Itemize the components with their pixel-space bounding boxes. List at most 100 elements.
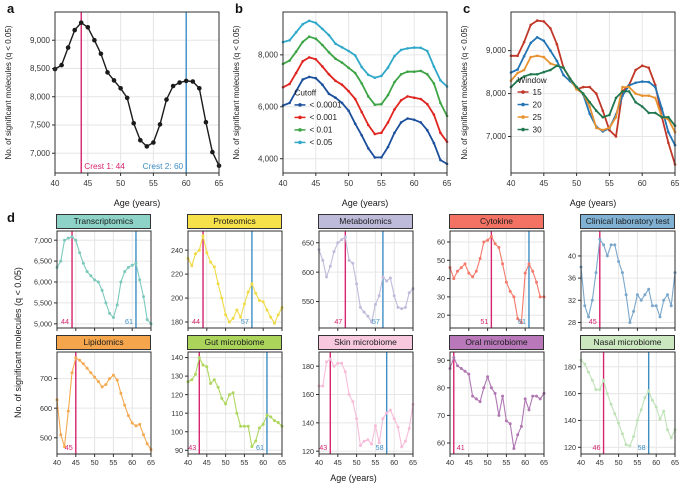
svg-text:60: 60: [437, 439, 445, 448]
subpanel-title: Skin microbiome: [318, 335, 413, 350]
svg-text:25: 25: [533, 113, 543, 122]
svg-text:160: 160: [564, 389, 576, 398]
svg-text:36: 36: [568, 274, 576, 283]
panel-c: c 7,000 8,000 9,000 40 45 50 55 60 65 No. of sign…: [456, 0, 684, 212]
svg-text:55: 55: [149, 179, 158, 188]
svg-text:Window: Window: [518, 76, 547, 85]
svg-text:180: 180: [302, 362, 314, 371]
svg-text:130: 130: [171, 372, 183, 381]
subpanel-lipidomics: Lipidomics 500 600 700 40 45 50 55 60 65 45: [28, 335, 155, 472]
svg-text:46: 46: [593, 443, 601, 452]
svg-text:41: 41: [457, 443, 465, 452]
svg-text:4,000: 4,000: [258, 154, 279, 163]
svg-text:60: 60: [128, 458, 136, 467]
svg-text:600: 600: [40, 404, 52, 413]
svg-text:50: 50: [437, 256, 445, 265]
svg-text:45: 45: [539, 179, 548, 188]
svg-text:40: 40: [51, 179, 60, 188]
svg-text:60: 60: [410, 179, 419, 188]
subpanel-chart: 60 70 80 90 40 45 50 55 60 65 41: [437, 351, 548, 467]
svg-text:7,000: 7,000: [34, 236, 52, 245]
subpanel-chart: 550 600 650 47 57: [302, 230, 415, 331]
svg-text:20: 20: [437, 311, 445, 320]
svg-text:28: 28: [568, 318, 576, 327]
panel-d-grid: Transcriptomics 5,000 5,500 6,000 6,500 7,000…: [28, 214, 679, 472]
svg-text:40: 40: [315, 458, 323, 467]
subpanel-clinical-laboratory-test: Clinical laboratory test 28 32 36 40 45: [552, 214, 679, 332]
svg-text:7,000: 7,000: [486, 132, 507, 141]
svg-text:50: 50: [615, 458, 623, 467]
svg-text:55: 55: [371, 458, 379, 467]
svg-text:45: 45: [203, 458, 211, 467]
svg-text:40: 40: [568, 252, 576, 261]
svg-text:50: 50: [572, 179, 581, 188]
svg-text:No. of significant molecules (: No. of significant molecules (q < 0.05): [4, 25, 13, 159]
svg-text:240: 240: [171, 246, 183, 255]
svg-text:120: 120: [564, 443, 576, 452]
svg-text:600: 600: [302, 268, 314, 277]
svg-text:200: 200: [171, 294, 183, 303]
subpanel-proteomics: Proteomics 180 200 220 240 44 57: [159, 214, 286, 332]
svg-text:160: 160: [302, 390, 314, 399]
svg-text:51: 51: [480, 317, 488, 326]
svg-text:140: 140: [564, 416, 576, 425]
svg-text:65: 65: [409, 458, 417, 467]
subpanel-title: Clinical laboratory test: [580, 214, 675, 229]
svg-text:6,500: 6,500: [34, 257, 52, 266]
subpanel-chart: 90 100 110 120 130 140 40 45 50 55 60 65 43 61: [171, 351, 286, 467]
svg-text:60: 60: [259, 458, 267, 467]
svg-text:50: 50: [222, 458, 230, 467]
svg-text:65: 65: [671, 179, 680, 188]
svg-text:100: 100: [171, 427, 183, 436]
subpanel-title: Oral microbiome: [449, 335, 544, 350]
svg-text:60: 60: [652, 458, 660, 467]
svg-text:45: 45: [465, 458, 473, 467]
panel-a-label: a: [7, 1, 15, 16]
svg-text:40: 40: [279, 179, 288, 188]
svg-text:5,000: 5,000: [34, 319, 52, 328]
svg-text:Age (years): Age (years): [342, 198, 389, 208]
subpanel-title: Transcriptomics: [56, 214, 151, 229]
svg-text:40: 40: [184, 458, 192, 467]
svg-text:60: 60: [437, 238, 445, 247]
svg-text:< 0.01: < 0.01: [309, 126, 332, 135]
svg-text:8,000: 8,000: [258, 50, 279, 59]
svg-text:550: 550: [302, 297, 314, 306]
subpanel-title: Gut microbiome: [187, 335, 282, 350]
svg-text:57: 57: [241, 317, 249, 326]
svg-text:44: 44: [192, 317, 200, 326]
svg-text:45: 45: [311, 179, 320, 188]
svg-text:7,500: 7,500: [30, 121, 51, 130]
svg-text:61: 61: [256, 443, 264, 452]
svg-text:90: 90: [175, 446, 183, 455]
svg-text:70: 70: [437, 411, 445, 420]
svg-text:55: 55: [633, 458, 641, 467]
svg-text:6,000: 6,000: [258, 102, 279, 111]
svg-text:65: 65: [671, 458, 679, 467]
subpanel-chart: 180 200 220 240 44 57: [171, 230, 284, 331]
svg-text:55: 55: [109, 458, 117, 467]
subpanel-skin-microbiome: Skin microbiome 120 140 160 180 40 45 50 55 60 65 4…: [290, 335, 417, 472]
panel-b: b 4,000 6,000 8,000 40 45 50 55 60 65 No. of sign…: [228, 0, 456, 212]
d-y-axis-label: No. of significant molecules (q < 0.05): [13, 267, 23, 419]
svg-text:120: 120: [302, 447, 314, 456]
svg-text:8,000: 8,000: [30, 92, 51, 101]
svg-text:< 0.0001: < 0.0001: [309, 101, 342, 110]
svg-text:Crest 2: 60: Crest 2: 60: [143, 161, 184, 171]
svg-text:15: 15: [533, 88, 543, 97]
subpanel-chart: 120 140 160 180 40 45 50 55 60 65 43 58: [302, 351, 417, 467]
svg-text:65: 65: [443, 179, 452, 188]
svg-text:No. of significant molecules (: No. of significant molecules (q < 0.05): [232, 25, 241, 159]
svg-text:No. of significant molecules (: No. of significant molecules (q < 0.05): [460, 25, 469, 159]
svg-text:140: 140: [171, 353, 183, 362]
svg-text:5,500: 5,500: [34, 299, 52, 308]
panel-a: a 7,000 7,500 8,000 8,500 9,000 40 45 50 55 60 65 N…: [0, 0, 228, 212]
panel-a-chart: 7,000 7,500 8,000 8,500 9,000 40 45 50 55 60 65 No.…: [4, 11, 224, 208]
svg-text:40: 40: [577, 458, 585, 467]
panel-d-body: No. of significant molecules (q < 0.05) …: [8, 212, 685, 472]
svg-text:Cutoff: Cutoff: [294, 89, 316, 98]
panel-c-chart: 7,000 8,000 9,000 40 45 50 55 60 65 No. of signif…: [460, 11, 680, 208]
top-row: a 7,000 7,500 8,000 8,500 9,000 40 45 50 55 60 65 N…: [0, 0, 685, 212]
svg-text:55: 55: [240, 458, 248, 467]
